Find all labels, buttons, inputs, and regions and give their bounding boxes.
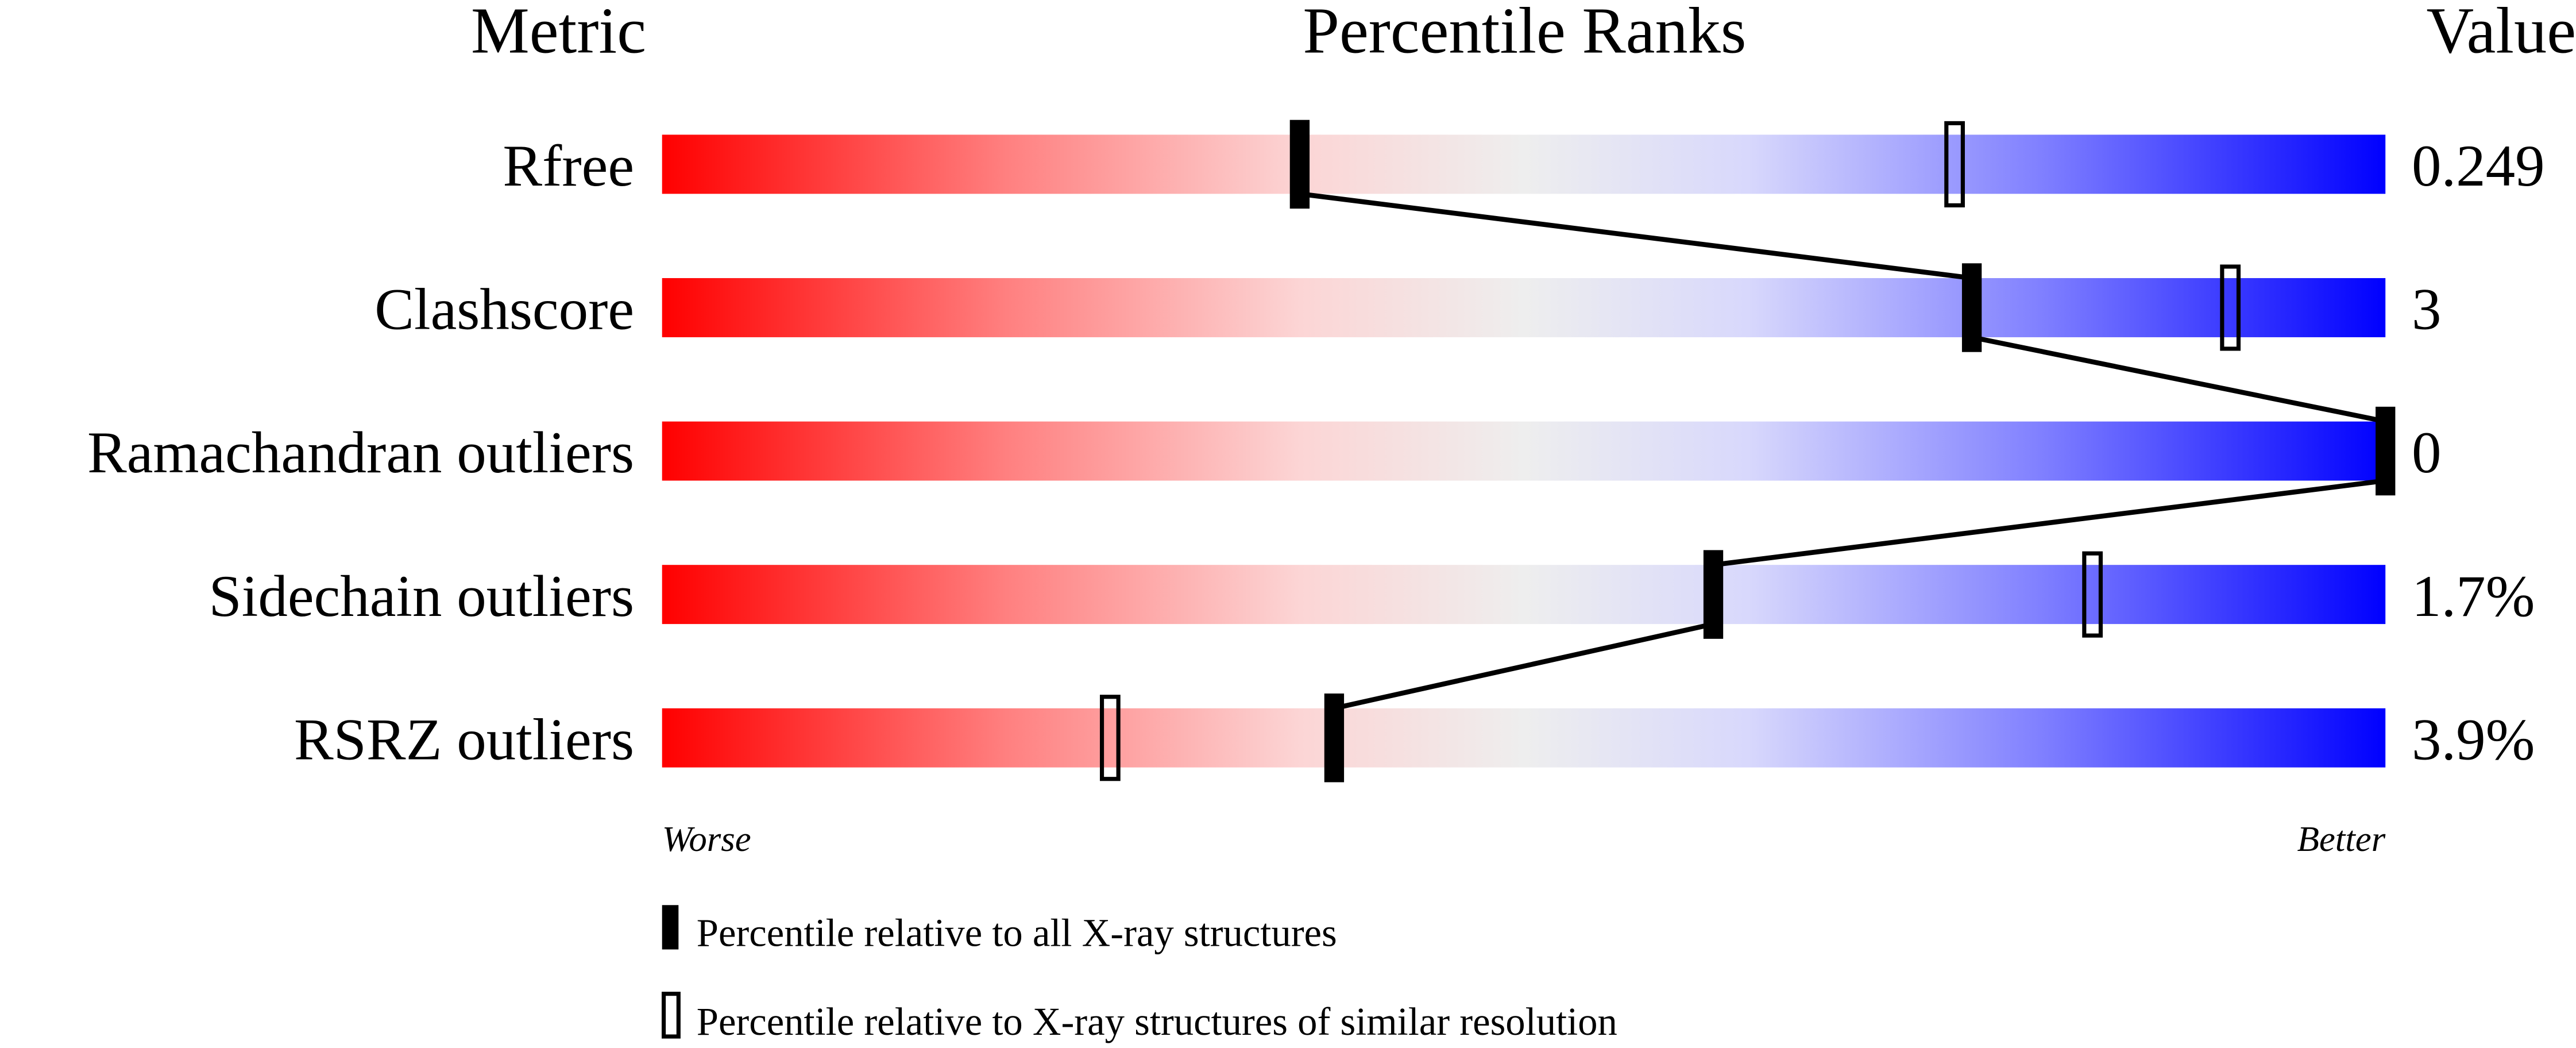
metric-value: 3.9% bbox=[2412, 707, 2535, 772]
legend-filled-marker bbox=[662, 905, 679, 950]
metric-label: Ramachandran outliers bbox=[87, 420, 634, 486]
header-value: Value bbox=[2427, 0, 2576, 67]
marker-similar-resolution bbox=[2220, 264, 2241, 351]
axis-label-better: Better bbox=[2297, 819, 2385, 859]
metric-value: 0.249 bbox=[2412, 133, 2545, 199]
connector-line bbox=[1299, 191, 2386, 711]
metric-label: Clashscore bbox=[374, 277, 634, 342]
metric-label: RSRZ outliers bbox=[294, 707, 634, 772]
legend-filled-label: Percentile relative to all X-ray structu… bbox=[697, 911, 1337, 955]
legend-open-label: Percentile relative to X-ray structures … bbox=[697, 1000, 1617, 1043]
metric-label: Sidechain outliers bbox=[208, 564, 634, 629]
marker-all-structures bbox=[2376, 406, 2396, 496]
percentile-bar bbox=[662, 565, 2386, 625]
percentile-bar bbox=[662, 278, 2386, 337]
marker-all-structures bbox=[1324, 693, 1345, 783]
metric-value: 0 bbox=[2412, 420, 2441, 486]
metric-value: 1.7% bbox=[2412, 564, 2535, 629]
marker-similar-resolution bbox=[1099, 695, 1121, 781]
header-percentile-ranks: Percentile Ranks bbox=[1303, 0, 1746, 67]
marker-similar-resolution bbox=[2082, 551, 2103, 638]
marker-all-structures bbox=[1961, 263, 1982, 352]
header-metric: Metric bbox=[471, 0, 646, 67]
percentile-bar bbox=[662, 421, 2386, 481]
legend-open-marker bbox=[661, 992, 681, 1039]
axis-label-worse: Worse bbox=[662, 819, 751, 859]
marker-all-structures bbox=[1289, 120, 1310, 209]
metric-label: Rfree bbox=[503, 133, 634, 199]
percentile-bar bbox=[662, 708, 2386, 768]
metric-value: 3 bbox=[2412, 277, 2441, 342]
marker-similar-resolution bbox=[1944, 121, 1965, 207]
percentile-bar bbox=[662, 134, 2386, 194]
marker-all-structures bbox=[1703, 550, 1724, 639]
